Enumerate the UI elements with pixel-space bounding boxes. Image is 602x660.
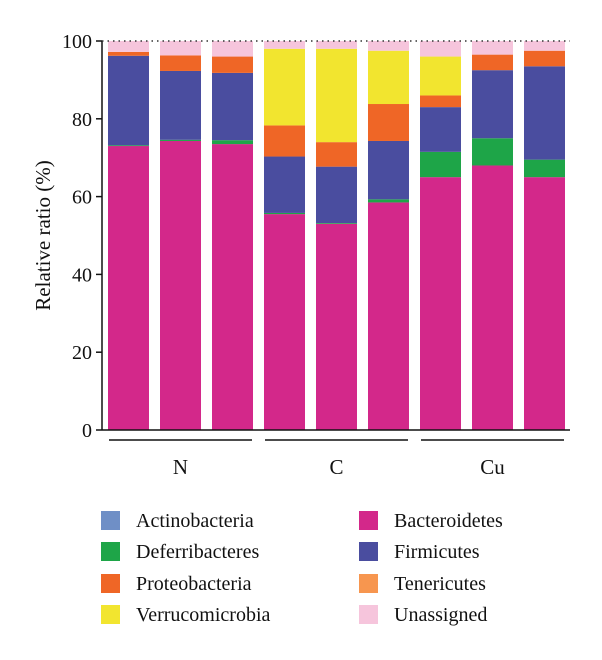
group-labels: N C Cu bbox=[109, 439, 564, 479]
bar-segment-proteobacteria-5 bbox=[316, 142, 357, 167]
bar-segment-verrucomicrobia-4 bbox=[264, 48, 305, 126]
legend-label-actinobacteria: Actinobacteria bbox=[136, 510, 254, 532]
legend-label-unassigned: Unassigned bbox=[394, 604, 487, 626]
bar-segment-firmicutes-4 bbox=[264, 156, 305, 213]
legend-label-deferribacteres: Deferribacteres bbox=[136, 541, 259, 563]
legend-label-verrucomicrobia: Verrucomicrobia bbox=[136, 604, 271, 626]
bar-segment-unassigned-8 bbox=[472, 41, 513, 55]
legend: Actinobacteria Deferribacteres Proteobacte… bbox=[101, 510, 503, 626]
bar-segment-deferribacteres-7 bbox=[420, 151, 461, 178]
bar-segment-bacteroidetes-4 bbox=[264, 214, 305, 430]
bar-segment-proteobacteria-4 bbox=[264, 125, 305, 157]
legend-swatch-deferribacteres bbox=[101, 542, 120, 561]
bar-segment-proteobacteria-6 bbox=[368, 104, 409, 141]
group-label-c: C bbox=[329, 455, 343, 479]
bar-segment-proteobacteria-3 bbox=[212, 56, 253, 73]
bar-segment-deferribacteres-6 bbox=[368, 199, 409, 203]
legend-swatch-tenericutes bbox=[359, 574, 378, 593]
bar-segment-deferribacteres-2 bbox=[160, 139, 201, 141]
legend-swatch-bacteroidetes bbox=[359, 511, 378, 530]
legend-label-proteobacteria: Proteobacteria bbox=[136, 573, 252, 595]
legend-swatch-firmicutes bbox=[359, 542, 378, 561]
bar-segment-unassigned-6 bbox=[368, 41, 409, 51]
bar-segment-unassigned-7 bbox=[420, 41, 461, 57]
bar-segment-bacteroidetes-9 bbox=[524, 177, 565, 430]
bar-segment-bacteroidetes-2 bbox=[160, 140, 201, 430]
y-tick-label-40: 40 bbox=[72, 264, 92, 286]
bar-segment-deferribacteres-1 bbox=[108, 145, 149, 147]
y-tick-label-60: 60 bbox=[72, 187, 92, 209]
group-label-n: N bbox=[173, 455, 188, 479]
bar-segment-bacteroidetes-3 bbox=[212, 144, 253, 430]
bar-segment-proteobacteria-8 bbox=[472, 54, 513, 71]
group-label-cu: Cu bbox=[480, 455, 505, 479]
bar-segment-firmicutes-3 bbox=[212, 72, 253, 141]
legend-swatch-proteobacteria bbox=[101, 574, 120, 593]
bar-segment-unassigned-3 bbox=[212, 41, 253, 57]
bar-segment-firmicutes-5 bbox=[316, 166, 357, 224]
y-ticks: 0 20 40 60 80 100 bbox=[62, 31, 102, 442]
bar-segment-firmicutes-6 bbox=[368, 140, 409, 200]
bar-segment-verrucomicrobia-6 bbox=[368, 50, 409, 105]
bar-segment-verrucomicrobia-7 bbox=[420, 56, 461, 96]
y-tick-label-20: 20 bbox=[72, 342, 92, 364]
bar-segment-bacteroidetes-5 bbox=[316, 223, 357, 430]
bar-segment-firmicutes-8 bbox=[472, 70, 513, 139]
bar-segment-deferribacteres-5 bbox=[316, 223, 357, 224]
bar-segment-deferribacteres-9 bbox=[524, 159, 565, 178]
bar-segment-deferribacteres-3 bbox=[212, 140, 253, 145]
bar-segment-firmicutes-2 bbox=[160, 70, 201, 140]
bar-segment-deferribacteres-8 bbox=[472, 138, 513, 166]
bar-segment-proteobacteria-7 bbox=[420, 95, 461, 108]
bar-segment-proteobacteria-9 bbox=[524, 50, 565, 67]
y-axis-title: Relative ratio (%) bbox=[31, 160, 55, 310]
legend-swatch-unassigned bbox=[359, 605, 378, 624]
bar-segment-bacteroidetes-6 bbox=[368, 202, 409, 430]
bar-segment-bacteroidetes-7 bbox=[420, 177, 461, 430]
bar-segment-unassigned-5 bbox=[316, 41, 357, 49]
bar-segment-firmicutes-7 bbox=[420, 107, 461, 152]
bar-segment-bacteroidetes-1 bbox=[108, 146, 149, 430]
bar-segment-bacteroidetes-8 bbox=[472, 165, 513, 431]
legend-swatch-actinobacteria bbox=[101, 511, 120, 530]
bar-segment-proteobacteria-2 bbox=[160, 55, 201, 71]
bar-segment-firmicutes-1 bbox=[108, 55, 149, 146]
y-tick-label-0: 0 bbox=[82, 420, 92, 442]
bar-segment-firmicutes-9 bbox=[524, 66, 565, 160]
bar-segment-unassigned-4 bbox=[264, 41, 305, 49]
legend-label-tenericutes: Tenericutes bbox=[394, 573, 486, 595]
legend-swatch-verrucomicrobia bbox=[101, 605, 120, 624]
bar-segment-verrucomicrobia-5 bbox=[316, 48, 357, 143]
bar-segment-unassigned-2 bbox=[160, 41, 201, 56]
bar-segment-unassigned-1 bbox=[108, 41, 149, 52]
y-tick-label-100: 100 bbox=[62, 31, 92, 53]
legend-label-bacteroidetes: Bacteroidetes bbox=[394, 510, 503, 532]
axes-layer bbox=[101, 40, 570, 431]
bar-segment-proteobacteria-1 bbox=[108, 51, 149, 56]
bar-segment-deferribacteres-4 bbox=[264, 212, 305, 215]
bar-segment-unassigned-9 bbox=[524, 41, 565, 51]
y-tick-label-80: 80 bbox=[72, 109, 92, 131]
legend-label-firmicutes: Firmicutes bbox=[394, 541, 480, 563]
bars-layer bbox=[108, 41, 565, 431]
